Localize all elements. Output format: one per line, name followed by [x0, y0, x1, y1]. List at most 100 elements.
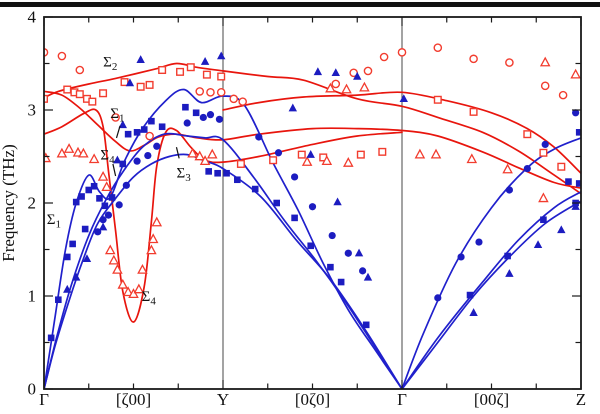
marker-red-open-square [297, 150, 306, 159]
marker-red-open-triangle [539, 56, 551, 67]
marker-blue-filled-square [466, 291, 474, 299]
y-tick-label-2: 2 [28, 194, 37, 213]
plot-area [44, 17, 581, 389]
marker-red-open-square [176, 67, 185, 76]
marker-blue-filled-square [251, 185, 259, 193]
marker-red-open-square [75, 90, 84, 99]
branch-label-sigma1: Σ1 [47, 212, 61, 231]
marker-blue-filled-triangle [113, 155, 122, 164]
marker-blue-filled-square [148, 117, 155, 125]
marker-blue-filled-square [119, 160, 127, 168]
marker-blue-filled-square [158, 123, 166, 131]
marker-red-open-circle [363, 66, 373, 76]
marker-blue-filled-circle [133, 157, 141, 165]
marker-red-open-triangle [97, 170, 109, 181]
marker-red-open-triangle [108, 254, 120, 265]
marker-blue-filled-circle [144, 151, 152, 160]
marker-red-open-circle [540, 81, 550, 91]
marker-blue-filled-square [124, 130, 132, 138]
marker-red-open-square [158, 66, 167, 75]
x-direction-label: [0ζ0] [295, 390, 330, 409]
marker-blue-filled-circle [475, 238, 483, 246]
marker-blue-filled-square [108, 194, 116, 201]
marker-red-open-triangle [414, 148, 426, 159]
marker-blue-filled-square [63, 253, 71, 261]
marker-red-open-square [88, 97, 97, 106]
x-point-label: Z [576, 390, 586, 409]
marker-blue-filled-square [291, 214, 298, 222]
page-top-rule [0, 2, 600, 7]
marker-red-open-triangle [101, 181, 112, 192]
x-point-label: Γ [397, 390, 407, 409]
marker-blue-filled-square [223, 169, 230, 177]
marker-red-open-triangle [341, 83, 352, 94]
marker-blue-filled-triangle [313, 67, 323, 76]
marker-blue-filled-square [90, 182, 98, 190]
curve-blue-sigma1-b [401, 137, 581, 389]
marker-blue-filled-square [337, 278, 345, 286]
marker-blue-filled-square [47, 334, 55, 342]
branch-label-pointer [175, 147, 180, 159]
branch-label-sigma1: Σ1 [110, 106, 124, 125]
marker-blue-filled-triangle [125, 78, 135, 87]
marker-blue-filled-square [214, 169, 221, 177]
marker-blue-filled-circle [199, 113, 207, 122]
marker-red-open-triangle [63, 143, 75, 153]
marker-red-open-triangle [44, 152, 52, 163]
marker-red-open-triangle [466, 153, 478, 164]
marker-red-open-square [145, 80, 154, 89]
marker-red-open-square [378, 147, 387, 156]
marker-red-open-triangle [325, 82, 336, 93]
marker-red-open-circle [206, 88, 215, 97]
y-tick-label-1: 1 [28, 287, 37, 306]
marker-red-open-circle [469, 54, 478, 64]
marker-red-open-square [469, 107, 478, 116]
curve-blue-lower-a [44, 153, 403, 389]
marker-blue-filled-circle [572, 109, 580, 117]
marker-blue-filled-triangle [557, 225, 566, 234]
marker-blue-filled-square [101, 202, 109, 210]
marker-blue-filled-circle [457, 253, 465, 261]
x-direction-label: [00ζ] [474, 390, 509, 409]
marker-blue-filled-triangle [118, 120, 127, 129]
marker-blue-filled-triangle [288, 103, 298, 112]
x-point-label: Γ [39, 390, 49, 409]
marker-red-open-square [202, 70, 211, 79]
marker-blue-filled-triangle [72, 272, 81, 281]
marker-blue-filled-circle [344, 249, 352, 257]
marker-red-open-triangle [147, 233, 159, 244]
branch-label-pointer [112, 163, 117, 177]
marker-blue-filled-circle [99, 216, 107, 224]
marker-red-open-triangle [538, 192, 549, 203]
marker-red-open-triangle [146, 244, 157, 255]
y-tick-label-0: 0 [28, 380, 37, 399]
marker-red-open-triangle [206, 148, 218, 159]
marker-red-open-square [557, 162, 566, 171]
marker-blue-filled-circle [523, 164, 531, 173]
marker-red-open-circle [558, 90, 568, 100]
marker-blue-filled-circle [328, 231, 336, 240]
marker-blue-filled-square [234, 176, 241, 184]
marker-blue-filled-triangle [354, 248, 364, 257]
marker-red-open-triangle [194, 150, 206, 161]
marker-red-open-circle [379, 52, 389, 62]
marker-red-open-triangle [122, 286, 134, 297]
marker-blue-filled-square [575, 129, 581, 136]
marker-blue-filled-circle [183, 119, 191, 127]
marker-red-open-square [433, 95, 442, 104]
curve-blue-lower-b [401, 200, 581, 389]
marker-red-open-circle [331, 79, 341, 89]
marker-blue-filled-square [575, 180, 581, 187]
marker-red-open-circle [75, 65, 85, 75]
curve-red-sigma2 [44, 62, 581, 195]
marker-blue-filled-square [565, 178, 572, 185]
marker-blue-filled-circle [291, 173, 299, 181]
marker-red-open-triangle [117, 278, 129, 289]
marker-blue-filled-square [205, 168, 212, 175]
marker-red-open-square [99, 89, 108, 98]
marker-red-open-triangle [502, 163, 513, 174]
marker-red-open-circle [57, 51, 67, 61]
marker-blue-filled-triangle [136, 55, 145, 63]
branch-label-sigma2: Σ2 [103, 55, 117, 74]
